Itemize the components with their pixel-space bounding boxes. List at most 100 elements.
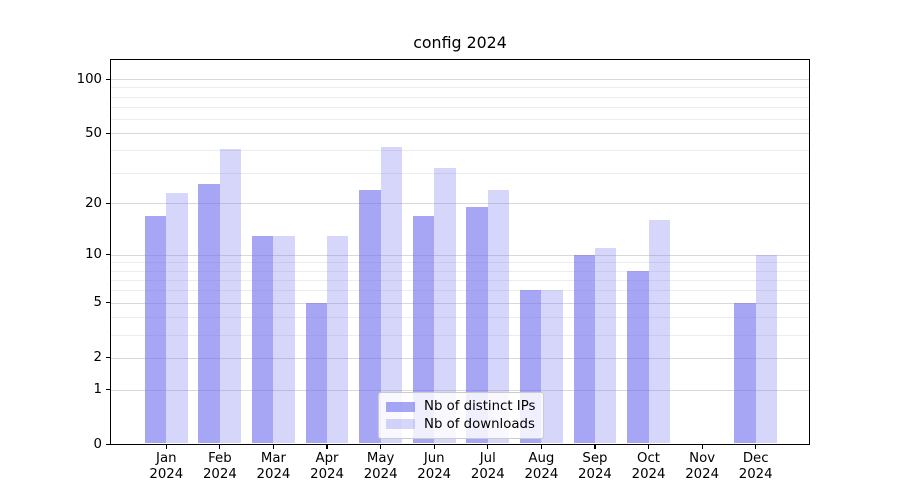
plot-area xyxy=(110,59,810,445)
x-tick-label-feb: Feb 2024 xyxy=(188,451,252,483)
legend-label: Nb of distinct IPs xyxy=(424,399,536,415)
x-tick-label-jul: Jul 2024 xyxy=(456,451,520,483)
x-tick-mark xyxy=(701,444,703,449)
y-tick-mark xyxy=(105,356,110,359)
x-tick-mark xyxy=(540,444,542,449)
gridline-100 xyxy=(111,79,809,81)
gridline-6 xyxy=(111,290,809,292)
x-tick-label-jan: Jan 2024 xyxy=(134,451,198,483)
x-tick-year: 2024 xyxy=(685,466,720,482)
bar-downloads-may xyxy=(380,146,403,444)
gridline-20 xyxy=(111,203,809,205)
bar-downloads-apr xyxy=(327,235,349,444)
bar-downloads-feb xyxy=(219,148,242,444)
gridline-5 xyxy=(111,302,809,304)
gridline-70 xyxy=(111,107,809,108)
gridline-9 xyxy=(111,262,809,264)
y-tick-label-50: 50 xyxy=(85,125,102,141)
bar-downloads-sep xyxy=(594,247,617,444)
x-tick-year: 2024 xyxy=(256,466,291,482)
x-tick-year: 2024 xyxy=(363,466,398,482)
x-tick-label-sep: Sep 2024 xyxy=(563,451,627,483)
chart-title: config 2024 xyxy=(413,33,507,52)
legend-swatch-distinct-ips-icon xyxy=(386,401,415,412)
x-tick-month: Mar xyxy=(260,451,286,466)
y-tick-label-100: 100 xyxy=(76,71,102,87)
y-tick-mark xyxy=(105,443,110,446)
x-tick-month: Aug xyxy=(528,451,555,466)
x-tick-month: May xyxy=(366,451,395,466)
bar-distinct-ips-jun xyxy=(412,215,435,444)
bar-downloads-jul xyxy=(487,189,510,444)
x-tick-mark xyxy=(326,444,328,449)
gridline-30 xyxy=(111,172,809,174)
x-tick-label-aug: Aug 2024 xyxy=(509,451,573,483)
gridline-7 xyxy=(111,279,809,281)
bar-distinct-ips-may xyxy=(359,189,381,444)
x-tick-year: 2024 xyxy=(631,466,666,482)
x-tick-mark xyxy=(487,444,489,449)
x-tick-mark xyxy=(219,444,221,449)
bar-downloads-mar xyxy=(273,235,295,444)
x-tick-mark xyxy=(755,444,757,449)
x-tick-year: 2024 xyxy=(738,466,773,482)
x-tick-mark xyxy=(272,444,275,449)
x-tick-label-apr: Apr 2024 xyxy=(295,451,359,483)
bar-distinct-ips-jul xyxy=(466,207,488,444)
y-tick-mark xyxy=(105,254,110,256)
x-tick-month: Sep xyxy=(582,451,608,466)
gridline-60 xyxy=(111,119,809,121)
x-tick-mark xyxy=(380,444,382,449)
x-tick-month: Dec xyxy=(742,451,769,466)
bar-distinct-ips-jan xyxy=(144,215,167,444)
gridline-90 xyxy=(111,87,809,89)
x-tick-year: 2024 xyxy=(524,466,559,482)
x-tick-month: Jun xyxy=(423,451,445,466)
legend-label: Nb of downloads xyxy=(424,416,535,432)
y-tick-mark xyxy=(105,302,110,304)
y-tick-mark xyxy=(105,132,110,134)
gridline-8 xyxy=(111,270,809,272)
legend: Nb of distinct IPs Nb of downloads xyxy=(378,392,544,439)
y-tick-mark xyxy=(105,389,110,391)
x-tick-mark xyxy=(433,444,435,449)
x-tick-month: Feb xyxy=(208,451,232,466)
bar-downloads-oct xyxy=(648,220,670,444)
x-tick-mark xyxy=(594,444,596,449)
x-tick-mark xyxy=(647,444,650,449)
x-tick-label-nov: Nov 2024 xyxy=(670,451,734,483)
x-tick-label-jun: Jun 2024 xyxy=(402,451,466,483)
y-tick-mark xyxy=(105,78,110,80)
y-tick-label-2: 2 xyxy=(93,350,102,366)
legend-item-distinct-ips: Nb of distinct IPs xyxy=(386,398,535,415)
y-tick-label-0: 0 xyxy=(93,437,102,452)
x-tick-month: Oct xyxy=(637,451,661,466)
gridline-3 xyxy=(111,334,809,336)
x-tick-month: Jan xyxy=(156,451,177,466)
x-tick-year: 2024 xyxy=(149,466,184,482)
x-tick-label-mar: Mar 2024 xyxy=(241,451,305,483)
legend-swatch-downloads-icon xyxy=(386,419,415,430)
bar-distinct-ips-mar xyxy=(252,235,274,444)
bar-downloads-jun xyxy=(434,167,456,444)
x-tick-month: Apr xyxy=(315,451,339,466)
gridline-40 xyxy=(111,150,809,152)
x-tick-label-dec: Dec 2024 xyxy=(724,451,788,483)
y-tick-mark xyxy=(105,202,110,205)
y-tick-label-1: 1 xyxy=(93,382,102,398)
y-tick-label-20: 20 xyxy=(85,195,102,211)
x-tick-year: 2024 xyxy=(417,466,452,482)
gridline-80 xyxy=(111,96,809,98)
x-tick-year: 2024 xyxy=(578,466,612,482)
y-tick-label-10: 10 xyxy=(85,247,102,263)
bar-distinct-ips-apr xyxy=(305,302,328,444)
gridline-4 xyxy=(111,317,809,319)
gridline-2 xyxy=(111,357,809,359)
x-tick-month: Jul xyxy=(479,451,496,466)
bar-downloads-dec xyxy=(755,254,778,444)
bar-downloads-aug xyxy=(541,290,563,444)
x-tick-year: 2024 xyxy=(202,466,237,482)
gridline-10 xyxy=(111,254,809,256)
x-tick-month: Nov xyxy=(689,451,716,466)
